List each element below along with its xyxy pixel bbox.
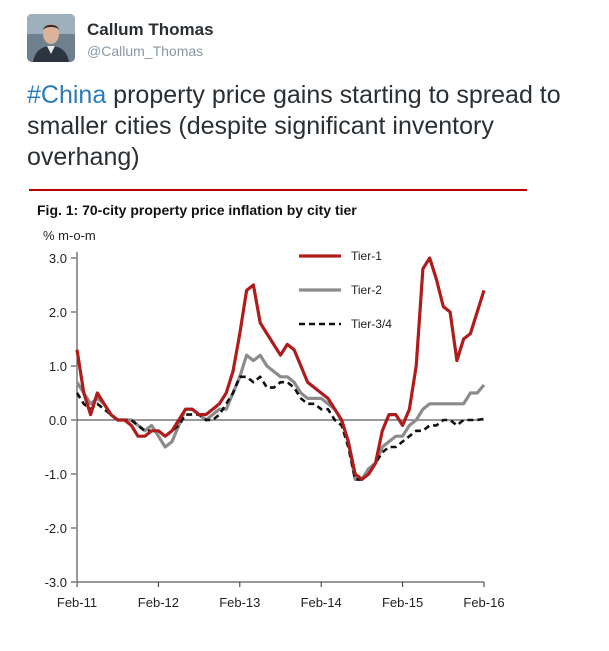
y-tick-label: -1.0 bbox=[45, 467, 67, 482]
y-tick-label: -2.0 bbox=[45, 521, 67, 536]
display-name[interactable]: Callum Thomas bbox=[87, 20, 214, 39]
x-tick-label: Feb-16 bbox=[463, 595, 504, 610]
y-tick-label: -3.0 bbox=[45, 575, 67, 590]
chart-title: Fig. 1: 70-city property price inflation… bbox=[37, 202, 357, 218]
chart-image[interactable]: Fig. 1: 70-city property price inflation… bbox=[29, 189, 527, 651]
x-tick-label: Feb-11 bbox=[57, 595, 97, 610]
y-tick-label: 1.0 bbox=[49, 359, 67, 374]
avatar-image bbox=[27, 14, 75, 62]
x-tick-label: Feb-15 bbox=[382, 595, 423, 610]
chart-divider bbox=[29, 189, 527, 191]
avatar[interactable] bbox=[27, 14, 75, 62]
tweet-text: #China property price gains starting to … bbox=[27, 80, 587, 173]
x-tick-label: Feb-12 bbox=[138, 595, 179, 610]
series-line-tier-2 bbox=[75, 353, 486, 481]
x-tick-label: Feb-13 bbox=[219, 595, 260, 610]
y-axis-label: % m-o-m bbox=[43, 228, 96, 243]
x-tick-label: Feb-14 bbox=[301, 595, 342, 610]
legend-label: Tier-1 bbox=[351, 249, 382, 263]
series-line-tier-1 bbox=[75, 256, 486, 481]
tweet-body: property price gains starting to spread … bbox=[27, 81, 561, 171]
tweet-header: Callum Thomas @Callum_Thomas bbox=[27, 14, 214, 62]
user-handle[interactable]: @Callum_Thomas bbox=[87, 43, 204, 59]
hashtag-link[interactable]: #China bbox=[27, 81, 107, 109]
line-chart: Fig. 1: 70-city property price inflation… bbox=[29, 189, 527, 610]
series-line-tier-3-4 bbox=[75, 375, 485, 481]
y-tick-label: 2.0 bbox=[49, 305, 67, 320]
y-tick-label: 0.0 bbox=[49, 413, 67, 428]
legend-label: Tier-3/4 bbox=[351, 317, 392, 331]
y-tick-label: 3.0 bbox=[49, 251, 67, 266]
legend-label: Tier-2 bbox=[351, 283, 382, 297]
